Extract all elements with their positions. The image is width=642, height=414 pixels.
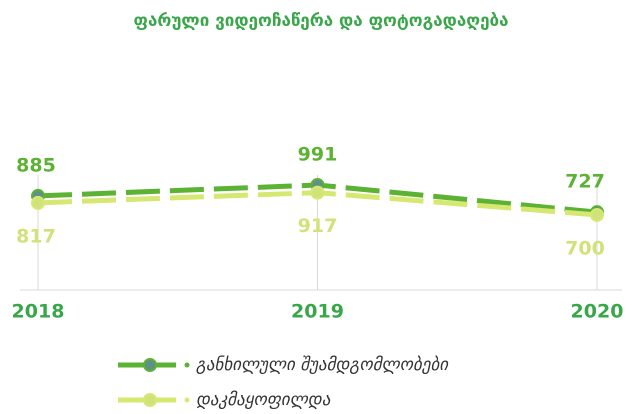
data-label: 727 <box>565 171 605 193</box>
legend-label: დაკმაყოფილდა <box>196 390 331 410</box>
x-tick-label: 2020 <box>571 301 624 323</box>
data-label: 917 <box>298 215 338 237</box>
legend-marker <box>143 393 157 407</box>
chart-title: ფარული ვიდეოჩაწერა და ფოტოგადაღება <box>133 11 508 31</box>
legend-dot <box>184 397 190 403</box>
x-tick-label: 2018 <box>12 301 65 323</box>
data-label: 700 <box>565 237 605 259</box>
legend-dot <box>184 362 190 368</box>
data-label: 885 <box>16 154 56 176</box>
marker <box>31 195 45 210</box>
x-tick-label: 2019 <box>291 301 344 323</box>
marker <box>590 207 604 222</box>
marker <box>310 185 325 200</box>
data-label: 817 <box>16 225 56 247</box>
legend-marker <box>143 358 157 372</box>
legend-label: განხილული შუამდგომლობები <box>196 355 449 375</box>
data-label: 991 <box>298 144 338 166</box>
